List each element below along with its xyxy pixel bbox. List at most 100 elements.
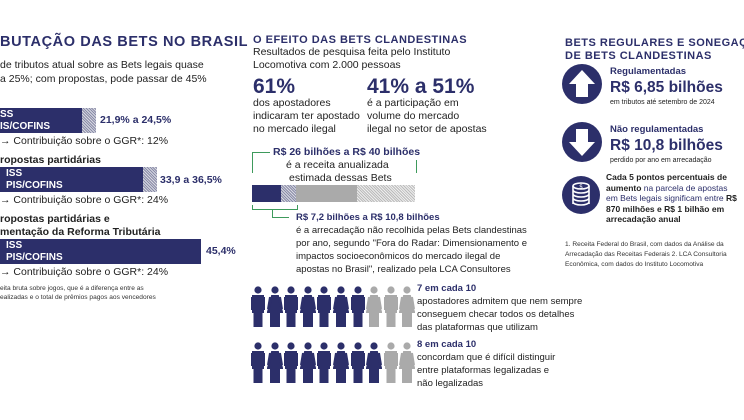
tax-bar-current: SS IS/COFINS [0, 108, 82, 133]
person-icon [365, 342, 383, 383]
person-icon [332, 286, 350, 327]
tax-bar-proposals: ISS PIS/COFINS [0, 167, 143, 192]
person-icon [317, 286, 332, 327]
person-icon [317, 342, 332, 383]
bar-label: IS/COFINS [0, 121, 51, 132]
stat2-line: ilegal no setor de apostas [367, 123, 487, 135]
bar-label: ISS [6, 168, 23, 179]
coins-icon: $ [562, 176, 600, 214]
coins-line: significam entre [664, 193, 727, 203]
regulated-value: R$ 6,85 bilhões [610, 79, 723, 96]
revenue-line: é a receita anualizada [286, 159, 389, 171]
left-subtitle-1: de tributos atual sobre as Bets legais q… [0, 59, 204, 71]
stat1-line: no mercado ilegal [253, 123, 336, 135]
contribution-current: → Contribuição sobre o GGR*: 12% [0, 135, 169, 147]
lost-bracket [252, 205, 298, 210]
people1-line: conseguem checar todos os detalhes [417, 309, 575, 320]
person-icon [365, 286, 383, 327]
tax-range-proposals: 33,9 a 36,5% [160, 174, 222, 186]
contribution-proposals: → Contribuição sobre o GGR*: 24% [0, 194, 169, 206]
person-icon [266, 342, 283, 383]
unregulated-label: Não regulamentadas [610, 124, 704, 135]
person-icon [299, 342, 317, 383]
bar-revenue-min [296, 185, 357, 202]
people2-line: não legalizadas [417, 378, 484, 389]
stat2-line: é a participação em [367, 97, 459, 109]
scenario-heading: ropostas partidárias e [0, 213, 110, 225]
left-footnote-1: eita bruta sobre jogos, que é a diferenç… [0, 285, 144, 292]
person-icon [266, 286, 283, 327]
bar-label: ISS [6, 240, 23, 251]
right-title-2: DE BETS CLANDESTINAS [565, 50, 712, 62]
person-icon [251, 342, 265, 383]
left-title: BUTAÇÃO DAS BETS NO BRASIL [0, 34, 249, 50]
lost-bracket-connector [272, 209, 289, 218]
unregulated-value: R$ 10,8 bilhões [610, 137, 723, 154]
stat-41-51: 41% a 51% [367, 75, 475, 98]
middle-title: O EFEITO DAS BETS CLANDESTINAS [253, 34, 468, 46]
people2-value: 8 em cada 10 [417, 339, 477, 350]
stat1-line: indicaram ter apostado [253, 110, 360, 122]
right-footnotes: 1. Receita Federal do Brasil, com dados … [565, 240, 740, 270]
stat1-line: dos apostadores [253, 97, 331, 109]
svg-text:$: $ [579, 184, 583, 191]
coins-line: na parcela de apostas em Bets legais [606, 182, 728, 204]
people-row-7-of-10 [250, 285, 416, 334]
regulated-label: Regulamentadas [610, 66, 687, 77]
contribution-reform: → Contribuição sobre o GGR*: 24% [0, 266, 169, 278]
arrow-down-icon [562, 122, 602, 162]
revenue-value: R$ 26 bilhões a R$ 40 bilhões [270, 146, 424, 160]
left-footnote-2: ealizadas e o total de prêmios pagos aos… [0, 294, 156, 301]
right-footnote-2: Arrecadação das Receitas Federais 2. LCA… [565, 251, 727, 258]
people2-line: entre plataformas legalizadas e [417, 365, 550, 376]
person-icon [299, 286, 317, 327]
people1-line: apostadores admitem que nem sempre [417, 296, 583, 307]
coins-line: Cada 5 pontos percentuais de aumento [606, 172, 727, 193]
person-icon [332, 342, 350, 383]
person-icon [251, 286, 265, 327]
scenario-heading-2: mentação da Reforma Tributária [0, 226, 161, 238]
tax-bar-range [143, 167, 157, 192]
left-subtitle-2: a 25%; com propostas, pode passar de 45% [0, 73, 207, 85]
bar-label: PIS/COFINS [6, 180, 63, 191]
person-icon [284, 342, 299, 383]
person-icon [399, 286, 416, 327]
person-icon [383, 342, 398, 383]
stat2-line: volume do mercado [367, 110, 460, 122]
middle-subtitle-1: Resultados de pesquisa feita pelo Instit… [253, 46, 451, 58]
arrow-up-icon [562, 64, 602, 104]
person-icon [284, 286, 299, 327]
right-footnote-1: 1. Receita Federal do Brasil, com dados … [565, 241, 724, 248]
tax-range-current: 21,9% a 24,5% [100, 114, 172, 126]
people-row-8-of-10 [250, 341, 416, 390]
coins-line: bilhão em arrecadação anual [606, 203, 725, 225]
scenario-heading: ropostas partidárias [0, 154, 101, 166]
unregulated-note: perdido por ano em arrecadação [610, 157, 712, 164]
revenue-line: estimada dessas Bets [289, 172, 392, 184]
middle-subtitle-2: Locomotiva com 2.000 pessoas [253, 59, 401, 71]
lost-value: R$ 7,2 bilhões a R$ 10,8 bilhões [296, 212, 440, 223]
bar-label: PIS/COFINS [6, 252, 63, 263]
coins-range: R$ 870 milhões e R$ 1 [606, 193, 737, 214]
people1-line: das plataformas que utilizam [417, 322, 538, 333]
bar-label: SS [0, 109, 14, 120]
people1-value: 7 em cada 10 [417, 283, 477, 294]
tax-range-reform: 45,4% [206, 245, 236, 257]
tax-bar-range [82, 108, 96, 133]
bar-lost-min [252, 185, 281, 202]
person-icon [350, 286, 365, 327]
lost-line: impactos socioeconômicos do mercado ileg… [296, 251, 501, 262]
bar-revenue-range [357, 185, 415, 202]
regulated-note: em tributos até setembro de 2024 [610, 99, 715, 106]
person-icon [350, 342, 365, 383]
tax-bar-reform: ISS PIS/COFINS [0, 239, 201, 264]
right-footnote-3: Econômica, com dados do Instituto Locomo… [565, 261, 704, 268]
person-icon [383, 286, 398, 327]
bar-lost-range [281, 185, 296, 202]
lost-line: por ano, segundo "Fora do Radar: Dimensi… [296, 238, 527, 249]
coins-text-block: Cada 5 pontos percentuais de aumento na … [606, 172, 740, 225]
people2-line: concordam que é difícil distinguir [417, 352, 556, 363]
lost-line: é a arrecadação não recolhida pelas Bets… [296, 225, 527, 236]
person-icon [399, 342, 416, 383]
stat-61: 61% [253, 75, 296, 98]
